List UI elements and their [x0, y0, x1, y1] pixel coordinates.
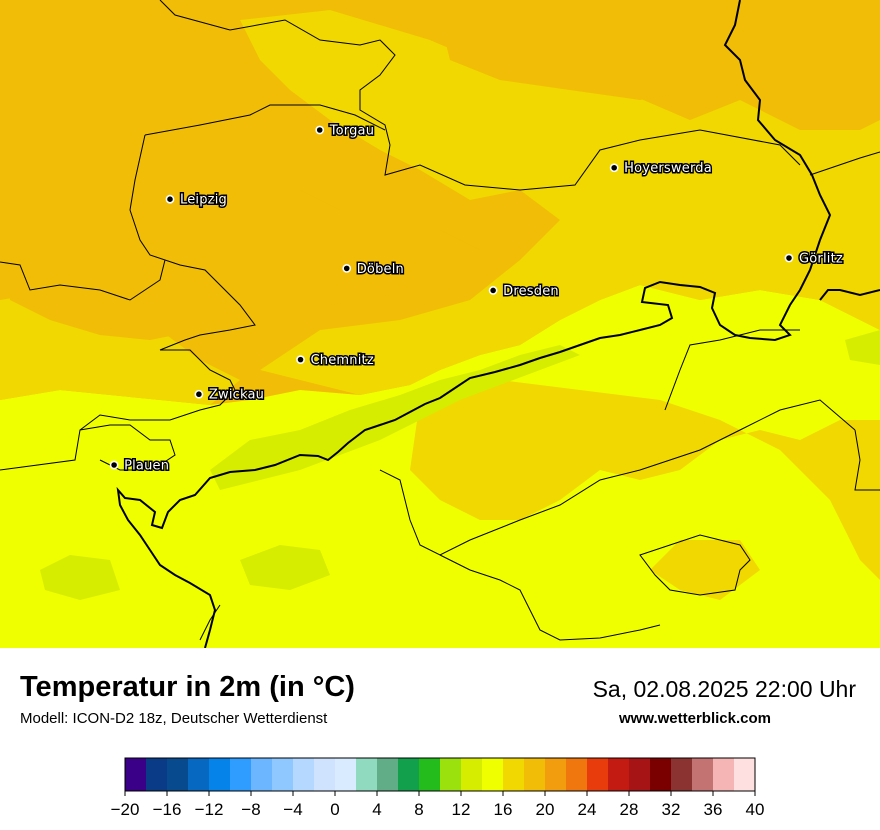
national-border [116, 0, 880, 648]
temperature-zone-14-16-s [240, 545, 330, 590]
scale-color-swatch [734, 758, 756, 791]
city-label-plauen: Plauen [124, 459, 169, 474]
temperature-zone-20-24-leipzig [10, 30, 480, 340]
scale-color-swatch [545, 758, 567, 791]
scale-color-swatch [482, 758, 504, 791]
scale-color-swatch [608, 758, 630, 791]
city-marker-leipzig [165, 194, 175, 204]
city-label-zwickau: Zwickau [209, 388, 264, 403]
temperature-zone-18-20-north [240, 10, 880, 395]
scale-color-swatch [188, 758, 210, 791]
city-label-leipzig: Leipzig [180, 193, 227, 208]
city-marker-döbeln [342, 264, 352, 273]
scale-color-swatch [524, 758, 546, 791]
scale-tick-label: 0 [330, 800, 339, 819]
scale-color-swatch [440, 758, 462, 791]
scale-color-swatch [398, 758, 420, 791]
scale-tick-label: −12 [195, 800, 224, 819]
scale-color-swatch [377, 758, 399, 791]
scale-tick-label: 8 [414, 800, 423, 819]
scale-color-swatch [650, 758, 672, 791]
scale-color-swatch [335, 758, 357, 791]
scale-tick-label: −8 [241, 800, 260, 819]
scale-tick-label: 40 [746, 800, 765, 819]
city-label-döbeln: Döbeln [357, 262, 404, 277]
scale-tick-label: 32 [662, 800, 681, 819]
temperature-map: Torgau Leipzig Hoyerswerda Döbeln Dresden Gör… [0, 0, 880, 648]
temperature-zone-14-16-sw [40, 555, 120, 600]
temperature-zone-20-24-e [760, 10, 880, 120]
city-markers: Torgau Leipzig Hoyerswerda Döbeln Dresden Gör… [109, 122, 844, 475]
scale-color-swatch [167, 758, 189, 791]
model-info: Modell: ICON-D2 18z, Deutscher Wetterdie… [20, 710, 328, 727]
scale-tick-label: −4 [283, 800, 302, 819]
scale-color-swatch [251, 758, 273, 791]
city-marker-chemnitz [296, 355, 305, 365]
city-marker-hoyerswerda [609, 163, 619, 173]
scale-color-swatch [461, 758, 483, 791]
city-label-chemnitz: Chemnitz [311, 353, 374, 368]
scale-color-swatch [713, 758, 735, 791]
temperature-zone-20-24-ne [440, 10, 720, 100]
scale-color-swatch [314, 758, 336, 791]
temperature-zone-14-16-e [845, 330, 880, 365]
scale-color-swatch [419, 758, 441, 791]
scale-tick-label: 28 [620, 800, 639, 819]
city-label-görlitz: Görlitz [799, 252, 843, 267]
city-marker-görlitz [784, 253, 794, 263]
scale-tick-label: 24 [578, 800, 597, 819]
city-label-torgau: Torgau [329, 124, 374, 139]
city-marker-torgau [315, 125, 325, 135]
temperature-zone-18-20-south [410, 380, 880, 580]
scale-color-swatch [692, 758, 714, 791]
website-link[interactable]: www.wetterblick.com [619, 710, 771, 727]
district-borders [0, 0, 880, 641]
scale-color-swatch [125, 758, 147, 791]
scale-tick-label: 36 [704, 800, 723, 819]
temperature-zone-14-16-ridge [210, 345, 580, 490]
city-label-dresden: Dresden [503, 284, 559, 299]
scale-color-swatch [146, 758, 168, 791]
forecast-datetime: Sa, 02.08.2025 22:00 Uhr [592, 676, 856, 702]
scale-color-swatch [503, 758, 525, 791]
scale-tick-label: 16 [494, 800, 513, 819]
scale-color-swatch [209, 758, 231, 791]
city-marker-zwickau [194, 389, 204, 399]
temperature-zone-18-20-east [650, 540, 760, 600]
scale-color-swatch [356, 758, 378, 791]
scale-tick-label: 4 [372, 800, 381, 819]
scale-color-swatch [671, 758, 693, 791]
color-scale-legend: −20 −16 −12 −8 −4 0 4 8 12 16 20 24 28 32 36 40 [90, 755, 790, 825]
city-label-hoyerswerda: Hoyerswerda [624, 161, 712, 176]
scale-color-swatch [272, 758, 294, 791]
scale-tick-label: 20 [536, 800, 555, 819]
scale-frame [124, 757, 756, 792]
city-marker-dresden [488, 286, 498, 295]
scale-color-swatch [566, 758, 588, 791]
scale-tick-label: −16 [153, 800, 182, 819]
scale-color-swatch [587, 758, 609, 791]
scale-tick-label: −20 [111, 800, 140, 819]
scale-color-swatch [629, 758, 651, 791]
scale-color-swatch [230, 758, 252, 791]
map-title: Temperatur in 2m (in °C) [20, 671, 355, 703]
city-marker-plauen [109, 460, 119, 470]
scale-tick-label: 12 [452, 800, 471, 819]
scale-color-swatch [293, 758, 315, 791]
